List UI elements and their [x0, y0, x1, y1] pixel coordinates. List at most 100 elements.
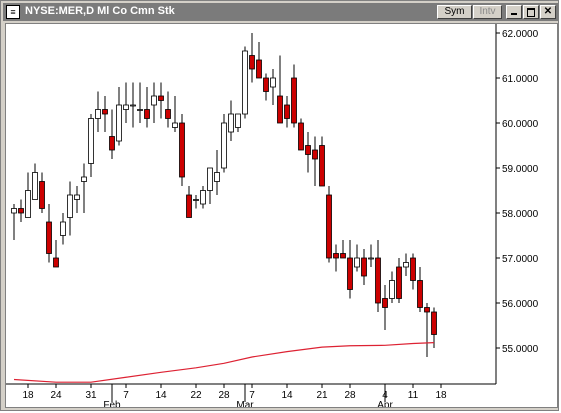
candle-body: [214, 172, 220, 182]
candle-body: [193, 199, 199, 201]
candle-body: [298, 122, 304, 151]
candle-body: [207, 167, 213, 191]
month-label: Apr: [377, 400, 393, 407]
candle-body: [368, 257, 374, 260]
candle-body: [375, 257, 381, 304]
candle-body: [417, 280, 423, 308]
candle-body: [81, 176, 87, 182]
close-button[interactable]: ✕: [540, 5, 556, 19]
candle-body: [228, 113, 234, 133]
candle-body: [221, 122, 227, 169]
candle-body: [319, 145, 325, 187]
candle-body: [11, 208, 17, 214]
candle-body: [389, 280, 395, 299]
candle-body: [158, 95, 164, 101]
candle-body: [165, 109, 171, 119]
x-tick-label: 14: [155, 390, 167, 401]
y-tick-label: 58.0000: [502, 209, 539, 220]
y-tick-label: 61.0000: [502, 74, 539, 85]
x-tick-label: 7: [123, 390, 129, 401]
candle-body: [151, 95, 157, 106]
candle-body: [431, 311, 437, 335]
candlestick-chart[interactable]: 55.0000 56.0000 57.0000 58.0000 59.0000 60.00…: [6, 24, 557, 411]
x-tick-label: 11: [408, 390, 419, 401]
candle-body: [25, 190, 31, 218]
window-title: NYSE:MER,D Ml Co Cmn Stk: [25, 5, 175, 17]
candle-body: [109, 136, 115, 151]
chart-window-icon[interactable]: ≡: [6, 5, 20, 19]
x-tick-label: 14: [281, 390, 293, 401]
candle-body: [235, 113, 241, 128]
candle-body: [361, 257, 367, 277]
candle-body: [242, 50, 248, 115]
candle-body: [102, 109, 108, 115]
x-tick-label: 18: [22, 390, 34, 401]
candle-body: [382, 298, 388, 308]
moving-average-line: [13, 342, 435, 383]
candle-body: [67, 194, 73, 218]
candle-body: [424, 307, 430, 313]
month-label: Feb: [103, 400, 121, 407]
candle-body: [249, 55, 255, 70]
candle-body: [340, 253, 346, 259]
candle-body: [403, 262, 409, 268]
candle-body: [291, 77, 297, 124]
candle-body: [46, 221, 52, 254]
y-tick-label: 57.0000: [502, 254, 539, 265]
candle-body: [172, 122, 178, 128]
candle-body: [410, 257, 416, 281]
chart-area[interactable]: 55.0000 56.0000 57.0000 58.0000 59.0000 60.00…: [5, 23, 558, 411]
close-icon: ✕: [543, 6, 553, 17]
candle-body: [284, 104, 290, 119]
candle-body: [186, 194, 192, 218]
candle-body: [347, 257, 353, 290]
y-tick-label: 59.0000: [502, 164, 539, 175]
candle-body: [32, 172, 38, 200]
candle-body: [326, 194, 332, 259]
x-tick-label: 28: [218, 390, 230, 401]
candle-body: [270, 77, 276, 88]
x-tick-label: 7: [249, 390, 255, 401]
y-tick-label: 55.0000: [502, 344, 539, 355]
candle-body: [39, 181, 45, 209]
y-tick-label: 56.0000: [502, 299, 539, 310]
intv-button[interactable]: Intv: [473, 5, 502, 19]
candle-body: [123, 104, 129, 110]
x-tick-label: 31: [85, 390, 97, 401]
candle-body: [200, 190, 206, 205]
month-label: Mar: [236, 400, 254, 407]
x-tick-label: 18: [435, 390, 447, 401]
x-tick-label: 22: [190, 390, 202, 401]
candle-body: [95, 109, 101, 119]
candle-body: [312, 149, 318, 160]
x-tick-label: 21: [316, 390, 328, 401]
x-tick-label: 24: [50, 390, 62, 401]
maximize-button[interactable]: [523, 5, 539, 19]
candle-body: [18, 208, 24, 214]
title-bar[interactable]: ≡ NYSE:MER,D Ml Co Cmn Stk Sym Intv ✕: [3, 3, 558, 21]
y-tick-label: 62.0000: [502, 29, 539, 40]
candle-body: [277, 95, 283, 124]
minimize-button[interactable]: [506, 5, 522, 19]
candle-body: [130, 104, 136, 107]
candle-body: [53, 257, 59, 268]
candle-body: [354, 257, 360, 268]
minimize-icon: [511, 13, 517, 15]
candle-body: [333, 253, 339, 259]
candle-body: [88, 118, 94, 164]
candle-body: [116, 104, 122, 142]
candle-body: [305, 145, 311, 155]
x-tick-label: 28: [344, 390, 356, 401]
candle-body: [137, 109, 143, 111]
sym-button[interactable]: Sym: [437, 5, 472, 19]
candle-body: [179, 122, 185, 178]
candle-body: [263, 77, 269, 92]
maximize-icon: [527, 8, 535, 17]
candle-body: [60, 221, 66, 236]
y-tick-label: 60.0000: [502, 119, 539, 130]
candle-body: [256, 59, 262, 79]
candle-body: [144, 109, 150, 119]
candle-body: [74, 194, 80, 200]
candle-body: [396, 266, 402, 299]
